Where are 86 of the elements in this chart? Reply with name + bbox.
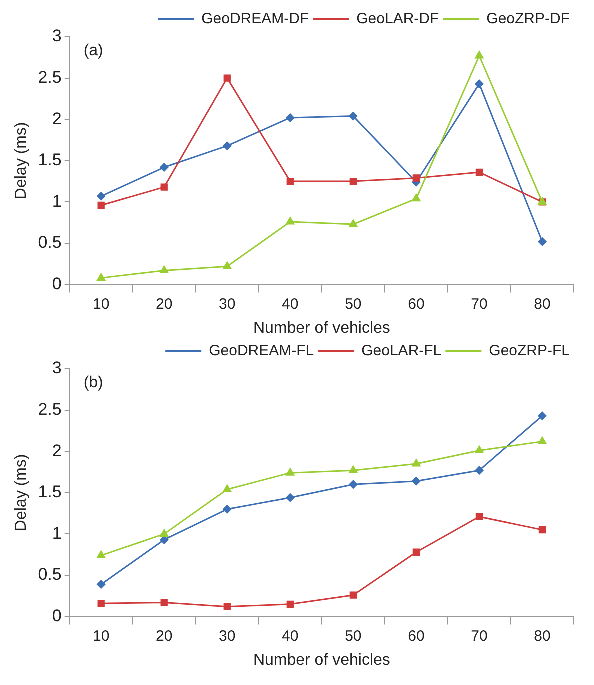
point bbox=[538, 412, 547, 420]
point bbox=[349, 220, 358, 228]
legend-label: GeoZRP-DF bbox=[486, 10, 570, 28]
annotation: (a) bbox=[84, 42, 104, 60]
x-tick-label: 50 bbox=[345, 296, 362, 313]
legend-label: GeoZRP-FL bbox=[489, 342, 570, 360]
point bbox=[476, 168, 484, 176]
point bbox=[223, 142, 232, 150]
point bbox=[160, 529, 169, 537]
y-tick-label: 0 bbox=[52, 274, 62, 294]
y-tick-label: 1 bbox=[52, 524, 62, 543]
y-tick-label: 2 bbox=[52, 441, 62, 460]
point bbox=[349, 112, 358, 121]
point bbox=[349, 480, 358, 489]
point bbox=[412, 459, 421, 467]
y-tick-label: 2.5 bbox=[38, 68, 62, 87]
point bbox=[538, 526, 546, 534]
x-tick-label: 20 bbox=[156, 628, 173, 645]
y-tick-label: 0.5 bbox=[38, 233, 62, 252]
point bbox=[97, 192, 106, 201]
point bbox=[98, 202, 105, 210]
x-tick-label: 80 bbox=[534, 628, 551, 645]
x-tick-label: 30 bbox=[219, 296, 236, 313]
y-tick-label: 3 bbox=[52, 358, 62, 378]
y-tick-label: 0 bbox=[52, 606, 62, 626]
y-tick-label: 0.5 bbox=[38, 565, 62, 584]
legend-label: GeoDREAM-FL bbox=[209, 342, 314, 360]
y-axis-title: Delay (ms) bbox=[13, 122, 30, 200]
y-tick-label: 1.5 bbox=[38, 150, 62, 170]
point bbox=[412, 194, 421, 202]
x-tick-label: 40 bbox=[282, 296, 299, 313]
y-tick-label: 2 bbox=[52, 109, 62, 128]
x-tick-label: 40 bbox=[282, 628, 299, 645]
point bbox=[223, 262, 232, 270]
point bbox=[98, 600, 105, 608]
point bbox=[160, 599, 168, 606]
point bbox=[97, 273, 106, 281]
point bbox=[223, 484, 232, 492]
point bbox=[224, 603, 231, 610]
point bbox=[97, 550, 106, 558]
x-tick-label: 10 bbox=[93, 628, 110, 645]
point bbox=[475, 446, 484, 454]
x-tick-label: 10 bbox=[93, 296, 110, 313]
point bbox=[224, 74, 231, 82]
point bbox=[538, 238, 547, 246]
point bbox=[350, 592, 358, 599]
x-tick-label: 80 bbox=[534, 296, 551, 313]
legend-label: GeoDREAM-DF bbox=[202, 10, 310, 28]
x-axis-title: Number of vehicles bbox=[253, 320, 390, 337]
legend-label: GeoLAR-FL bbox=[362, 342, 442, 360]
point bbox=[286, 114, 295, 122]
point bbox=[160, 266, 169, 274]
x-axis-title: Number of vehicles bbox=[253, 652, 390, 669]
point bbox=[286, 494, 295, 502]
point bbox=[350, 178, 358, 186]
point bbox=[538, 436, 547, 444]
point bbox=[286, 468, 295, 476]
point bbox=[412, 548, 420, 556]
x-tick-label: 50 bbox=[345, 628, 362, 645]
point bbox=[286, 217, 295, 225]
point bbox=[160, 163, 169, 172]
point bbox=[97, 580, 106, 589]
y-tick-label: 2.5 bbox=[38, 400, 62, 419]
point bbox=[160, 184, 168, 191]
point bbox=[475, 51, 484, 59]
point bbox=[286, 600, 294, 608]
x-tick-label: 70 bbox=[471, 628, 488, 645]
point bbox=[223, 505, 232, 514]
y-tick-label: 1 bbox=[52, 192, 62, 211]
point bbox=[286, 178, 294, 186]
x-tick-label: 60 bbox=[408, 628, 425, 645]
y-axis-title: Delay (ms) bbox=[13, 454, 30, 532]
point bbox=[412, 477, 421, 486]
x-tick-label: 20 bbox=[156, 296, 173, 313]
point bbox=[475, 80, 484, 88]
annotation: (b) bbox=[84, 374, 104, 392]
y-tick-label: 3 bbox=[52, 26, 62, 46]
y-tick-label: 1.5 bbox=[38, 482, 62, 502]
x-tick-label: 60 bbox=[408, 296, 425, 313]
legend-label: GeoLAR-DF bbox=[356, 10, 440, 28]
point bbox=[349, 466, 358, 474]
point bbox=[476, 513, 484, 520]
point bbox=[412, 174, 420, 182]
point bbox=[475, 466, 484, 475]
x-tick-label: 70 bbox=[471, 296, 488, 313]
x-tick-label: 30 bbox=[219, 628, 236, 645]
